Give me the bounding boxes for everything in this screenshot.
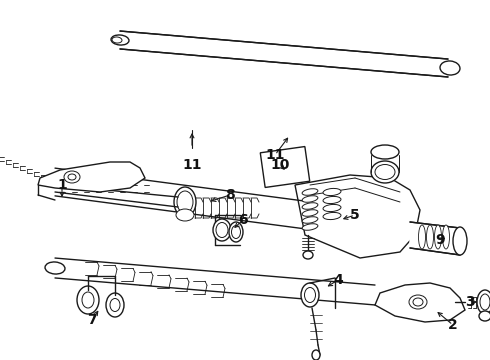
Text: 5: 5 <box>350 208 360 222</box>
Ellipse shape <box>231 225 241 239</box>
Ellipse shape <box>302 217 318 223</box>
Ellipse shape <box>112 37 122 43</box>
Ellipse shape <box>302 203 318 209</box>
Ellipse shape <box>177 191 193 213</box>
Ellipse shape <box>304 288 316 302</box>
Ellipse shape <box>174 187 196 217</box>
Ellipse shape <box>110 298 120 311</box>
Text: 11: 11 <box>265 148 285 162</box>
Text: 1: 1 <box>57 178 67 192</box>
Polygon shape <box>55 168 305 229</box>
Ellipse shape <box>323 204 341 212</box>
Ellipse shape <box>323 197 341 203</box>
Polygon shape <box>375 283 465 322</box>
Ellipse shape <box>453 227 467 255</box>
Ellipse shape <box>302 210 318 216</box>
Text: 2: 2 <box>448 318 458 332</box>
Ellipse shape <box>477 290 490 314</box>
Ellipse shape <box>302 189 318 195</box>
Ellipse shape <box>176 209 194 221</box>
Ellipse shape <box>106 293 124 317</box>
Ellipse shape <box>323 212 341 220</box>
Ellipse shape <box>371 145 399 159</box>
Text: 3: 3 <box>465 295 475 309</box>
Ellipse shape <box>479 311 490 321</box>
Ellipse shape <box>216 222 228 238</box>
Ellipse shape <box>229 222 243 242</box>
Polygon shape <box>295 175 420 258</box>
Ellipse shape <box>418 225 425 249</box>
Polygon shape <box>410 222 460 255</box>
Ellipse shape <box>409 295 427 309</box>
Ellipse shape <box>111 35 129 45</box>
Ellipse shape <box>68 174 76 180</box>
Ellipse shape <box>302 196 318 202</box>
Ellipse shape <box>371 161 399 183</box>
Polygon shape <box>120 31 448 77</box>
Polygon shape <box>55 258 375 305</box>
Ellipse shape <box>480 294 490 310</box>
Polygon shape <box>38 162 145 192</box>
Ellipse shape <box>301 283 319 307</box>
Text: 11: 11 <box>182 158 202 172</box>
Text: 7: 7 <box>87 313 97 327</box>
Ellipse shape <box>213 219 231 241</box>
Bar <box>260 147 310 188</box>
Text: 10: 10 <box>270 158 290 172</box>
Ellipse shape <box>323 188 341 195</box>
Text: 4: 4 <box>333 273 343 287</box>
Text: 6: 6 <box>238 213 248 227</box>
Ellipse shape <box>413 298 423 306</box>
Ellipse shape <box>435 225 441 249</box>
Ellipse shape <box>302 224 318 230</box>
Ellipse shape <box>375 165 395 180</box>
Ellipse shape <box>82 292 94 308</box>
Ellipse shape <box>64 171 80 183</box>
Ellipse shape <box>77 286 99 314</box>
Text: 8: 8 <box>225 188 235 202</box>
Ellipse shape <box>440 61 460 75</box>
Ellipse shape <box>45 262 65 274</box>
Ellipse shape <box>442 225 449 249</box>
Text: 9: 9 <box>435 233 445 247</box>
Ellipse shape <box>303 251 313 259</box>
Ellipse shape <box>312 350 320 360</box>
Ellipse shape <box>426 225 434 249</box>
